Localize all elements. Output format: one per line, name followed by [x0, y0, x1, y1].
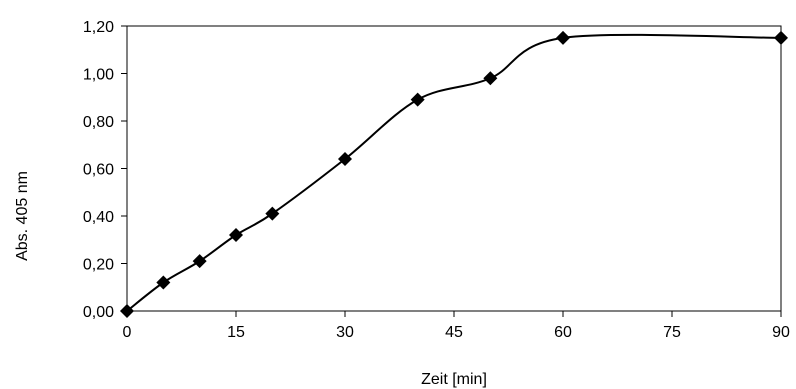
x-tick-label: 60: [554, 324, 572, 341]
data-point-marker: [120, 304, 134, 318]
series-markers: [120, 30, 788, 318]
y-tick-label: 0,80: [83, 114, 114, 131]
data-point-marker: [265, 206, 280, 221]
data-point-marker: [192, 254, 207, 269]
data-point-marker: [483, 71, 498, 86]
data-point-marker: [229, 228, 243, 242]
data-point-marker: [774, 30, 788, 45]
series-line: [126, 33, 782, 312]
y-tick-label: 0,20: [83, 257, 114, 274]
y-tick-label: 1,00: [83, 67, 114, 84]
x-tick-label: 15: [227, 324, 245, 341]
y-tick-label: 0,00: [83, 304, 114, 321]
y-tick-label: 1,20: [83, 19, 114, 36]
x-tick-label: 75: [663, 324, 681, 341]
x-tick-label: 90: [772, 324, 790, 341]
x-tick-label: 0: [123, 324, 132, 341]
x-tick-label: 45: [445, 324, 463, 341]
x-tick-label: 30: [336, 324, 354, 341]
x-axis: 0 15 30 45 60 75 90: [123, 311, 790, 341]
data-point-marker: [338, 152, 352, 166]
y-axis-title: Abs. 405 nm: [14, 171, 31, 261]
y-axis: 0,00 0,20 0,40 0,60 0,80 1,00 1,20: [83, 19, 127, 321]
data-point-marker: [410, 92, 425, 107]
x-axis-title: Zeit [min]: [421, 371, 487, 388]
y-tick-label: 0,40: [83, 209, 114, 226]
data-point-marker: [156, 275, 171, 290]
plot-area-frame: [126, 25, 782, 312]
data-point-marker: [556, 30, 570, 45]
y-tick-label: 0,60: [83, 162, 114, 179]
